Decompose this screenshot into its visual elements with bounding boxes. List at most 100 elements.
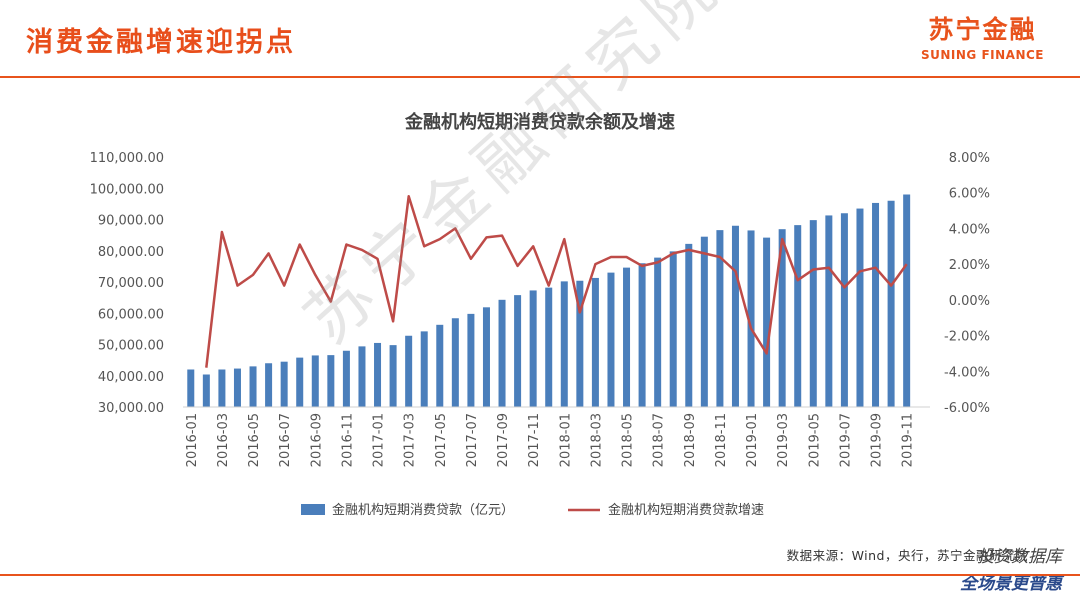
bar [654, 257, 662, 407]
bar [498, 299, 506, 407]
bar [187, 369, 195, 407]
bar [249, 366, 257, 407]
header-divider [0, 76, 1080, 78]
x-tick-label: 2018-03 [589, 413, 604, 467]
logo-text-cn: 苏宁金融 [928, 15, 1037, 44]
x-tick-label: 2019-03 [776, 413, 791, 467]
bar [872, 202, 880, 407]
x-tick-label: 2018-01 [558, 413, 573, 467]
bar [887, 200, 895, 407]
x-tick-label: 2017-03 [403, 413, 418, 467]
x-tick-label: 2016-05 [247, 413, 262, 467]
bar [794, 225, 802, 407]
bar [529, 290, 537, 407]
x-tick-label: 2019-05 [807, 413, 822, 467]
growth-rate-line [205, 195, 908, 368]
y-right-tick-label: -2.00% [944, 330, 990, 345]
x-tick-label: 2016-01 [185, 413, 200, 467]
legend-line-label: 金融机构短期消费贷款增速 [608, 502, 764, 518]
footer-divider [0, 574, 1080, 576]
bar [560, 281, 568, 407]
bar [576, 280, 584, 407]
bar [420, 331, 428, 407]
x-tick-label: 2018-11 [714, 413, 729, 467]
bar [903, 194, 911, 407]
bar [405, 335, 413, 407]
y-left-tick-label: 70,000.00 [98, 276, 164, 291]
bar [265, 363, 273, 407]
bar [311, 355, 319, 407]
y-right-tick-label: -4.00% [944, 365, 990, 380]
bar [591, 277, 599, 407]
wechat-stamp: 投资数据库 全场景更普惠 [842, 542, 1062, 594]
bar [202, 374, 210, 407]
y-right-tick-label: 6.00% [949, 187, 990, 202]
bar [342, 350, 350, 407]
bar [825, 215, 833, 407]
bar [763, 237, 771, 407]
bar [716, 230, 724, 407]
stamp-top-text: 投资数据库 [977, 547, 1062, 567]
x-tick-label: 2018-07 [652, 413, 667, 467]
bar [809, 220, 817, 407]
bar [747, 230, 755, 407]
y-right-tick-label: 2.00% [949, 258, 990, 273]
consumer-loan-chart: 金融机构短期消费贷款余额及增速 30,000.00 40,000.00 50,000.… [90, 111, 990, 518]
x-tick-label: 2017-05 [434, 413, 449, 467]
bar [607, 272, 615, 407]
chart-container: 金融机构短期消费贷款余额及增速 30,000.00 40,000.00 50,000.… [0, 80, 1080, 580]
x-tick-label: 2017-11 [527, 413, 542, 467]
source-note: 数据来源：Wind，央行，苏宁金融研究院 [786, 548, 1028, 563]
logo-text-en: SUNING FINANCE [920, 48, 1044, 62]
bar [436, 324, 444, 407]
y-right-tick-label: 4.00% [949, 222, 990, 237]
bar [389, 345, 397, 407]
x-tick-label: 2018-09 [683, 413, 698, 467]
bar [327, 355, 335, 407]
y-right-tick-label: 8.00% [949, 151, 990, 166]
bar [374, 342, 382, 407]
bar [685, 243, 693, 407]
x-tick-label: 2019-07 [838, 413, 853, 467]
bar [233, 368, 241, 407]
stamp-bottom-text: 全场景更普惠 [960, 574, 1062, 594]
x-tick-label: 2016-07 [278, 413, 293, 467]
bar [638, 263, 646, 407]
legend-bar-swatch [301, 504, 325, 515]
y-left-tick-label: 80,000.00 [98, 245, 164, 260]
bar [545, 287, 553, 407]
y-left-tick-label: 50,000.00 [98, 339, 164, 354]
x-tick-label: 2016-09 [309, 413, 324, 467]
x-tick-label: 2019-09 [870, 413, 885, 467]
x-tick-label: 2016-03 [216, 413, 231, 467]
bar [840, 213, 848, 407]
y-left-tick-label: 30,000.00 [98, 401, 164, 416]
bar [218, 369, 226, 407]
y-left-tick-label: 40,000.00 [98, 370, 164, 385]
y-left-tick-label: 110,000.00 [90, 151, 164, 166]
bar [514, 295, 522, 407]
x-tick-label: 2017-09 [496, 413, 511, 467]
bar [451, 318, 459, 407]
bar [700, 236, 708, 407]
x-tick-label: 2017-01 [372, 413, 387, 467]
x-tick-label: 2019-11 [901, 413, 916, 467]
y-left-tick-label: 100,000.00 [90, 182, 164, 197]
page-title: 消费金融增速迎拐点 [26, 27, 296, 58]
y-left-tick-label: 90,000.00 [98, 214, 164, 229]
suning-finance-logo: 苏宁金融 SUNING FINANCE [920, 15, 1044, 63]
bar [623, 267, 631, 407]
y-right-tick-label: -6.00% [944, 401, 990, 416]
legend-bar-label: 金融机构短期消费贷款（亿元） [332, 502, 514, 518]
chart-title: 金融机构短期消费贷款余额及增速 [404, 111, 675, 133]
y-left-tick-label: 60,000.00 [98, 307, 164, 322]
bar [467, 313, 475, 407]
x-tick-label: 2019-01 [745, 413, 760, 467]
x-tick-label: 2017-07 [465, 413, 480, 467]
bar [280, 361, 288, 407]
x-tick-label: 2018-05 [621, 413, 636, 467]
bar [669, 251, 677, 407]
y-right-tick-label: 0.00% [949, 294, 990, 309]
bar [731, 225, 739, 407]
bar [482, 307, 490, 407]
